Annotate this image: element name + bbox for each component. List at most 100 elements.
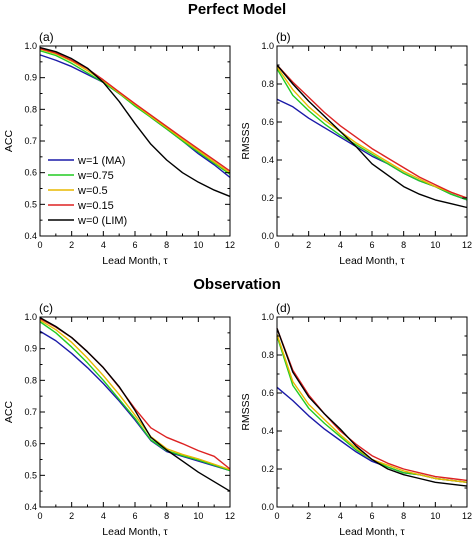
x-tick-label: 2	[306, 240, 311, 250]
y-tick-label: 0.9	[24, 73, 37, 83]
y-tick-label: 0.4	[24, 231, 37, 241]
y-tick-label: 0.7	[24, 407, 37, 417]
x-tick-label: 10	[193, 511, 203, 521]
y-tick-label: 0.0	[261, 502, 274, 512]
x-tick-label: 12	[462, 511, 472, 521]
x-tick-label: 6	[369, 240, 374, 250]
y-tick-label: 1.0	[24, 312, 37, 322]
panel-label: (a)	[39, 30, 54, 44]
panel-label: (b)	[276, 30, 291, 44]
y-tick-label: 0.8	[24, 375, 37, 385]
x-tick-label: 0	[274, 511, 279, 521]
legend-entry: w=1 (MA)	[77, 155, 125, 167]
series-line-w-0.75	[276, 68, 468, 201]
y-tick-label: 0.6	[261, 117, 274, 127]
y-tick-label: 1.0	[261, 41, 274, 51]
y-tick-label: 0.7	[24, 136, 37, 146]
y-tick-label: 0.4	[261, 426, 274, 436]
chart-panel-b: 0 2 4 6 8 10 12 0.0 0.2 0.4 0.6 0.8 1.0 Lead Month, τ…	[240, 30, 472, 267]
legend-entry: w=0.15	[77, 200, 114, 212]
series-line-w-0.5	[39, 48, 231, 174]
y-tick-label: 0.8	[261, 79, 274, 89]
chart-panel-a: 0 2 4 6 8 10 12 0.4 0.5 0.6 0.7 0.8 0.9 1.0 Lead Month…	[3, 30, 235, 267]
section-title-perfect-model: Perfect Model	[188, 1, 286, 18]
x-tick-label: 2	[306, 511, 311, 521]
plot-frame	[39, 316, 231, 508]
series-line-w-0.15	[276, 328, 468, 482]
chart-panels: 0 2 4 6 8 10 12 0.4 0.5 0.6 0.7 0.8 0.9 1.0 Lead Month…	[3, 30, 472, 538]
series-line-w-1-ma	[39, 54, 231, 178]
series-line-w-0.15	[39, 47, 231, 172]
x-tick-label: 10	[430, 240, 440, 250]
x-tick-label: 4	[101, 511, 106, 521]
series-line-w-1-ma	[276, 386, 468, 483]
x-tick-label: 12	[462, 240, 472, 250]
x-tick-label: 2	[69, 511, 74, 521]
x-tick-label: 4	[338, 511, 343, 521]
x-tick-label: 0	[274, 240, 279, 250]
series-line-w-0.5	[39, 319, 231, 471]
y-tick-label: 0.4	[261, 155, 274, 165]
series-line-w-0.15	[276, 64, 468, 199]
x-tick-label: 8	[164, 511, 169, 521]
series-line-w-1-ma	[39, 330, 231, 472]
panel-label: (d)	[276, 301, 291, 315]
y-tick-label: 0.5	[24, 199, 37, 209]
x-tick-label: 8	[401, 511, 406, 521]
x-tick-label: 4	[338, 240, 343, 250]
series-line-w-0-lim	[39, 46, 231, 198]
y-tick-label: 0.6	[24, 168, 37, 178]
x-tick-label: 8	[164, 240, 169, 250]
y-axis-label: ACC	[3, 400, 15, 423]
y-tick-label: 0.8	[261, 350, 274, 360]
legend-entry: w=0.5	[77, 185, 108, 197]
x-axis-label: Lead Month, τ	[339, 255, 405, 267]
y-axis-label: RMSSS	[240, 393, 252, 430]
series-line-w-0-lim	[276, 328, 468, 487]
y-tick-label: 0.0	[261, 231, 274, 241]
series-line-w-0.75	[276, 335, 468, 483]
y-tick-label: 0.6	[261, 388, 274, 398]
plot-frame	[39, 45, 231, 237]
x-tick-label: 4	[101, 240, 106, 250]
series-line-w-0-lim	[276, 64, 468, 209]
series-line-w-0-lim	[39, 317, 231, 492]
series-line-w-1-ma	[276, 98, 468, 201]
series-line-w-0.5	[276, 66, 468, 199]
x-tick-label: 12	[225, 240, 235, 250]
x-tick-label: 10	[193, 240, 203, 250]
y-tick-label: 0.9	[24, 344, 37, 354]
x-tick-label: 0	[37, 240, 42, 250]
x-tick-label: 2	[69, 240, 74, 250]
y-tick-label: 0.4	[24, 502, 37, 512]
y-tick-label: 0.2	[261, 193, 274, 203]
series-line-w-0.75	[39, 50, 231, 175]
x-tick-label: 12	[225, 511, 235, 521]
x-tick-label: 6	[132, 240, 137, 250]
legend-entry: w=0 (LIM)	[77, 215, 127, 227]
x-axis-label: Lead Month, τ	[102, 255, 168, 267]
y-tick-label: 1.0	[261, 312, 274, 322]
y-tick-label: 0.2	[261, 464, 274, 474]
x-axis-label: Lead Month, τ	[102, 526, 168, 538]
plot-frame	[276, 45, 468, 237]
section-title-observation: Observation	[193, 276, 281, 293]
chart-panel-c: 0 2 4 6 8 10 12 0.4 0.5 0.6 0.7 0.8 0.9 1.0 Lead Month…	[3, 301, 235, 538]
series-line-w-0.75	[39, 321, 231, 472]
legend-entry: w=0.75	[77, 170, 114, 182]
x-tick-label: 8	[401, 240, 406, 250]
y-axis-label: RMSSS	[240, 122, 252, 159]
chart-panel-d: 0 2 4 6 8 10 12 0.0 0.2 0.4 0.6 0.8 1.0 Lead Month, τ…	[240, 301, 472, 538]
x-tick-label: 10	[430, 511, 440, 521]
y-tick-label: 0.6	[24, 439, 37, 449]
y-axis-label: ACC	[3, 129, 15, 152]
y-tick-label: 0.5	[24, 470, 37, 480]
x-tick-label: 0	[37, 511, 42, 521]
series-line-w-0.15	[39, 317, 231, 470]
x-axis-label: Lead Month, τ	[339, 526, 405, 538]
x-tick-label: 6	[132, 511, 137, 521]
y-tick-label: 1.0	[24, 41, 37, 51]
panel-label: (c)	[39, 301, 53, 315]
x-tick-label: 6	[369, 511, 374, 521]
